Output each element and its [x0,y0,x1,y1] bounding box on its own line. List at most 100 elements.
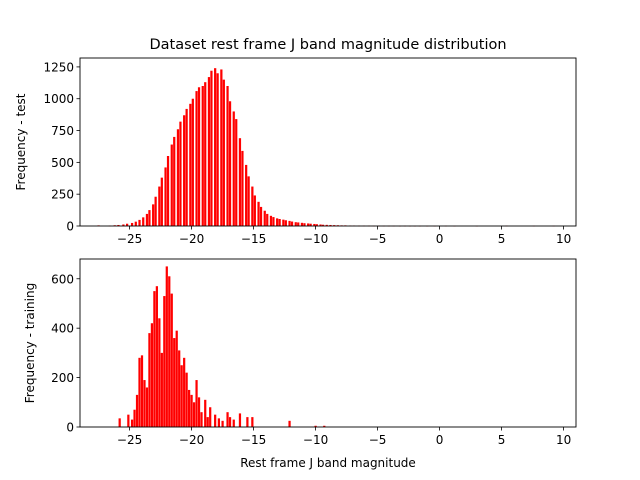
histogram-bar [158,318,161,427]
y-tick-label: 400 [51,322,74,336]
histogram-bar [188,389,191,427]
histogram-bar [192,402,196,427]
histogram-bar [309,223,312,226]
histogram-bar [152,204,155,226]
y-tick-label: 200 [51,371,74,385]
histogram-bar [232,419,235,427]
bottom-histogram-bars [118,266,326,427]
histogram-bar [220,69,223,226]
histogram-bar [321,224,325,226]
histogram-bar [228,101,232,226]
x-tick-label: 5 [498,433,506,447]
x-tick-label: −5 [369,433,387,447]
histogram-bar [241,150,244,226]
histogram-bar [158,186,161,226]
histogram-bar [150,323,154,427]
top-histogram-bars [97,68,555,227]
histogram-bar [325,224,328,226]
histogram-bar [183,357,186,427]
top-histogram-panel: Dataset rest frame J band magnitude dist… [14,37,577,246]
histogram-bar [222,79,225,226]
histogram-bar [189,103,192,226]
top-y-axis-label: Frequency - test [14,93,28,190]
histogram-bar [226,86,229,226]
histogram-bar [238,138,242,226]
histogram-bar [207,77,211,226]
histogram-bar [170,293,173,427]
histogram-bar [178,350,181,427]
histogram-bar [288,420,291,427]
histogram-bar [257,201,260,226]
histogram-bar [217,418,220,427]
histogram-bar [201,86,204,226]
histogram-bar [173,136,176,226]
histogram-bar [276,218,279,226]
histogram-bar [170,144,173,226]
y-tick-label: 0 [66,421,74,435]
y-tick-label: 500 [51,156,74,170]
x-tick-label: 0 [436,433,444,447]
histogram-bar [247,176,250,226]
histogram-bar [228,417,232,427]
histogram-bar [148,333,151,427]
histogram-bar [197,397,201,427]
histogram-bar [221,420,224,427]
histogram-bar [266,213,269,226]
bottom-histogram-panel: −25 −20 −15 −10 −5 0 5 10 0 200 400 600 Frequency … [23,258,577,470]
y-tick-label: 600 [51,272,74,286]
x-tick-label: 0 [436,232,444,246]
x-tick-label: 5 [498,232,506,246]
histogram-bar [165,266,168,427]
histogram-bar [135,394,139,427]
histogram-bar [278,219,281,226]
x-tick-label: −25 [117,232,142,246]
x-tick-label: −10 [303,433,328,447]
histogram-bar [145,213,149,226]
histogram-bar [138,219,141,226]
x-tick-label: −15 [241,433,266,447]
histogram-bar [164,167,167,226]
histogram-bar [284,220,287,226]
histogram-bar [118,418,121,427]
histogram-bar [214,414,217,427]
histogram-bar [204,82,207,227]
histogram-bar [140,355,144,427]
histogram-bar [300,222,304,226]
histogram-bar [329,224,332,226]
histogram-bar [235,119,238,226]
bottom-x-axis-ticks: −25 −20 −15 −10 −5 0 5 10 [117,427,571,447]
histogram-bar [138,357,141,427]
histogram-bar [195,91,198,226]
histogram-bar [155,286,158,427]
x-tick-label: 10 [556,232,571,246]
histogram-bar [282,219,285,226]
histogram-bar [315,224,318,226]
histogram-bar [251,417,254,427]
histogram-bar [319,224,322,226]
y-tick-label: 1000 [43,92,74,106]
histogram-bar [133,409,136,427]
histogram-bar [148,210,151,226]
bottom-y-axis-ticks: 0 200 400 600 [51,272,80,435]
histogram-bar [195,380,198,427]
histogram-bar [206,417,209,427]
histogram-bar [323,425,326,427]
x-tick-label: −20 [179,232,204,246]
histogram-bar [251,186,254,226]
histogram-bar [297,222,300,226]
histogram-bar [191,98,194,226]
x-tick-label: −20 [179,433,204,447]
histogram-bar [190,394,193,427]
histogram-bar [168,276,171,427]
x-axis-label: Rest frame J band magnitude [240,456,416,470]
top-y-axis-ticks: 0 250 500 750 1000 1250 [43,60,80,234]
chart-title: Dataset rest frame J band magnitude dist… [149,37,506,53]
top-x-axis-ticks: −25 −20 −15 −10 −5 0 5 10 [117,226,571,246]
histogram-bar [130,419,134,427]
histogram-bar [272,217,275,226]
histogram-bar [246,417,249,427]
histogram-bar [226,412,229,427]
histogram-bar [160,177,163,226]
histogram-bar [175,330,178,427]
